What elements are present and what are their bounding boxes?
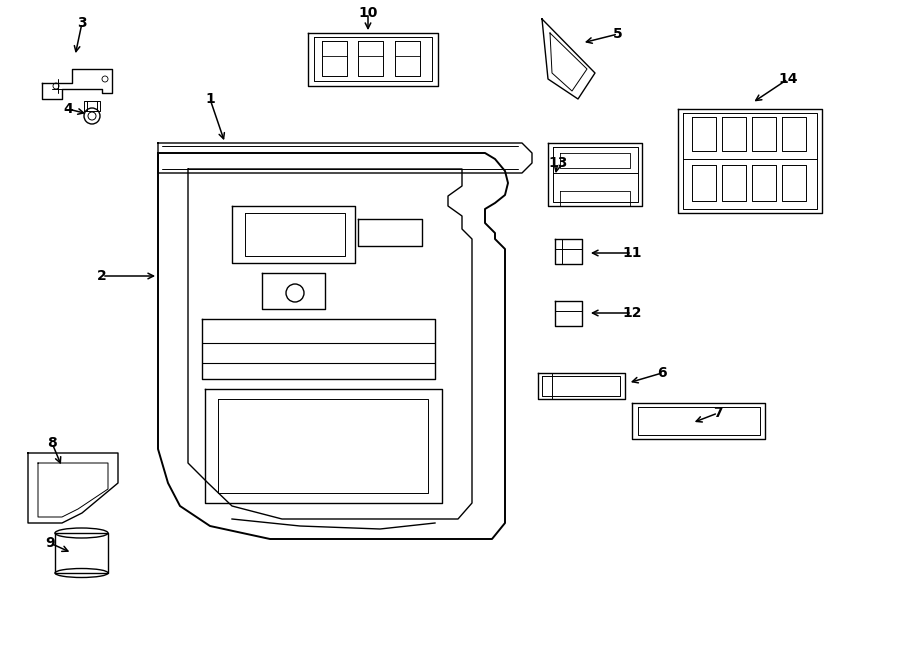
Text: 10: 10 <box>358 6 378 20</box>
Text: 6: 6 <box>657 366 667 380</box>
Text: 14: 14 <box>778 72 797 86</box>
Text: 11: 11 <box>622 246 642 260</box>
Ellipse shape <box>55 528 108 538</box>
Text: 3: 3 <box>77 16 86 30</box>
Text: 2: 2 <box>97 269 107 283</box>
Text: 4: 4 <box>63 102 73 116</box>
Text: 7: 7 <box>713 406 723 420</box>
Circle shape <box>84 108 100 124</box>
Text: 5: 5 <box>613 27 623 41</box>
Text: 1: 1 <box>205 92 215 106</box>
Text: 13: 13 <box>548 156 568 170</box>
Text: 9: 9 <box>45 536 55 550</box>
Text: 12: 12 <box>622 306 642 320</box>
Text: 8: 8 <box>47 436 57 450</box>
